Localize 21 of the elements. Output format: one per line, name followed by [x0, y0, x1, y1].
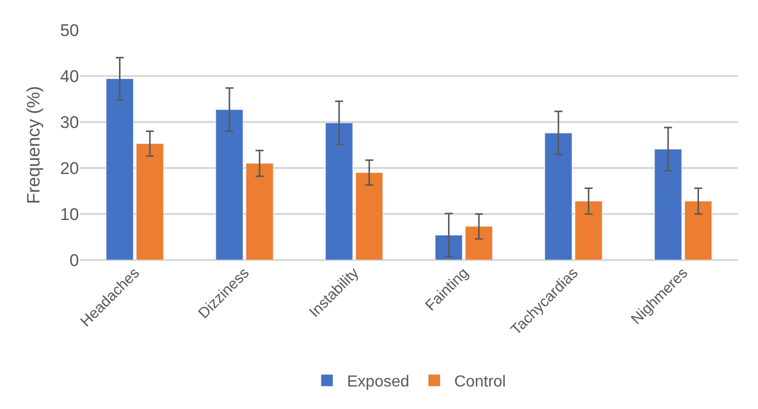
- bar: [246, 163, 274, 260]
- y-tick-label: 40: [60, 66, 79, 86]
- bar: [106, 78, 134, 260]
- y-axis-title: Frequency (%): [23, 86, 44, 204]
- bar: [654, 148, 682, 260]
- bar: [216, 109, 244, 260]
- y-tick-label: 0: [70, 250, 79, 270]
- legend-label: Control: [454, 374, 506, 391]
- y-tick-label: 50: [60, 20, 79, 40]
- bar: [684, 200, 712, 260]
- bar: [136, 143, 164, 260]
- y-tick-label: 10: [60, 204, 79, 224]
- bar: [465, 226, 493, 260]
- bar: [355, 172, 384, 260]
- bar: [544, 132, 572, 260]
- legend-label: Exposed: [347, 374, 410, 391]
- bar: [434, 234, 463, 260]
- bar: [325, 122, 353, 260]
- y-tick-label: 20: [60, 158, 79, 178]
- y-tick-label: 30: [60, 112, 79, 132]
- bar: [574, 200, 602, 260]
